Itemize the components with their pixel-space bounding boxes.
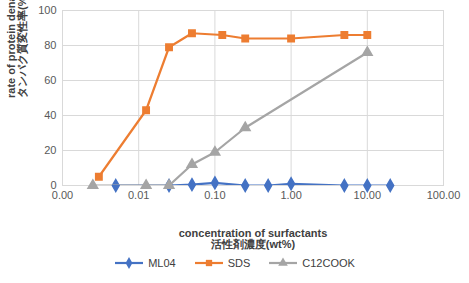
svg-text:10.00: 10.00: [354, 189, 382, 201]
svg-text:rate of protein denaturationタン: rate of protein denaturationタンパク質変性率(%): [5, 0, 29, 98]
html-text:ML04: ML04: [148, 257, 176, 269]
html-text:C12COOK: C12COOK: [302, 257, 355, 269]
svg-text:0.10: 0.10: [204, 189, 225, 201]
svg-text:1.00: 1.00: [280, 189, 301, 201]
html-text:SDS: SDS: [227, 257, 251, 269]
svg-text:0: 0: [50, 179, 56, 191]
svg-text:100: 100: [38, 4, 56, 16]
svg-text:concentration of surfactants活性: concentration of surfactants活性剤濃度(wt%): [179, 227, 328, 250]
svg-text:40: 40: [44, 109, 56, 121]
svg-text:0.00: 0.00: [52, 189, 73, 201]
svg-text:60: 60: [44, 74, 56, 86]
svg-text:80: 80: [44, 39, 56, 51]
svg-text:100.00: 100.00: [427, 189, 461, 201]
svg-text:20: 20: [44, 144, 56, 156]
svg-text:0.01: 0.01: [128, 189, 149, 201]
